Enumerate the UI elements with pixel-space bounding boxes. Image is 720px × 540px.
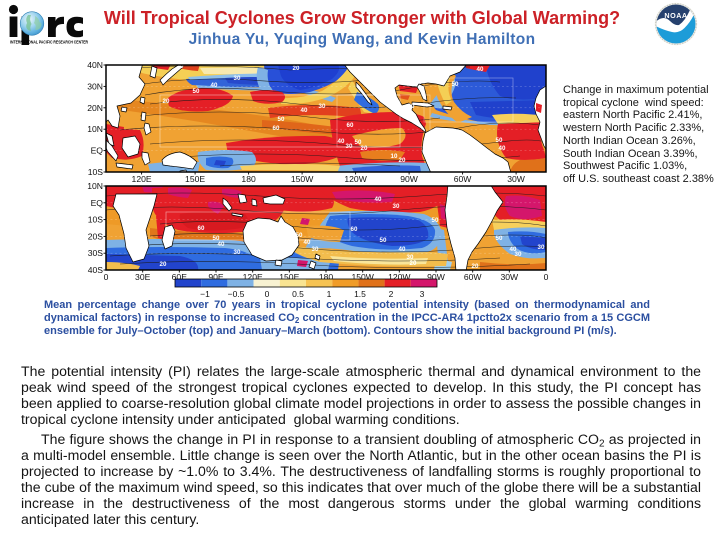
svg-text:50: 50: [496, 235, 503, 242]
svg-text:20: 20: [160, 261, 167, 268]
svg-text:60: 60: [351, 226, 358, 233]
svg-text:60: 60: [273, 125, 280, 132]
svg-text:120E: 120E: [243, 272, 263, 282]
svg-text:150E: 150E: [279, 272, 299, 282]
svg-text:60: 60: [347, 122, 354, 129]
svg-text:90W: 90W: [427, 272, 446, 282]
svg-text:150E: 150E: [185, 174, 205, 184]
svg-text:20S: 20S: [88, 231, 104, 241]
svg-text:150W: 150W: [291, 174, 314, 184]
svg-text:90W: 90W: [400, 174, 419, 184]
svg-text:50: 50: [380, 237, 387, 244]
svg-text:60: 60: [198, 225, 205, 232]
svg-text:EQ: EQ: [91, 146, 104, 156]
svg-text:20: 20: [163, 98, 170, 105]
svg-text:20: 20: [472, 263, 479, 270]
svg-text:180: 180: [319, 272, 334, 282]
svg-text:20: 20: [410, 260, 417, 267]
svg-text:50: 50: [432, 217, 439, 224]
svg-text:40N: 40N: [87, 60, 103, 70]
svg-text:0: 0: [265, 289, 270, 299]
svg-text:NOAA: NOAA: [664, 11, 687, 20]
svg-text:50: 50: [496, 137, 503, 144]
svg-text:0: 0: [544, 272, 549, 282]
svg-text:180: 180: [241, 174, 256, 184]
svg-text:120E: 120E: [132, 174, 152, 184]
svg-text:10N: 10N: [87, 181, 103, 191]
svg-text:60W: 60W: [454, 174, 473, 184]
svg-text:1.5: 1.5: [354, 289, 366, 299]
svg-text:40: 40: [301, 107, 308, 114]
svg-text:40S: 40S: [88, 265, 104, 275]
svg-text:90E: 90E: [208, 272, 224, 282]
svg-text:−0.5: −0.5: [228, 289, 245, 299]
svg-text:30: 30: [319, 103, 326, 110]
svg-text:30: 30: [393, 203, 400, 210]
svg-text:40: 40: [499, 145, 506, 152]
svg-text:20: 20: [399, 157, 406, 164]
svg-text:3: 3: [420, 289, 425, 299]
svg-text:60E: 60E: [172, 272, 188, 282]
svg-text:30W: 30W: [507, 174, 526, 184]
svg-text:40: 40: [218, 241, 225, 248]
svg-text:INTERNATIONAL PACIFIC RESEARCH: INTERNATIONAL PACIFIC RESEARCH CENTER: [10, 40, 89, 45]
svg-text:120W: 120W: [388, 272, 411, 282]
svg-text:10N: 10N: [87, 124, 103, 134]
svg-text:60: 60: [408, 103, 415, 110]
svg-text:30: 30: [407, 254, 414, 261]
svg-text:30: 30: [515, 251, 522, 258]
svg-text:0.5: 0.5: [292, 289, 304, 299]
svg-text:20: 20: [293, 65, 300, 72]
svg-text:30N: 30N: [87, 81, 103, 91]
svg-text:50: 50: [278, 116, 285, 123]
svg-text:10S: 10S: [88, 167, 104, 177]
svg-text:50: 50: [296, 232, 303, 239]
svg-text:EQ: EQ: [91, 198, 104, 208]
svg-text:−1: −1: [200, 289, 210, 299]
svg-text:30: 30: [234, 249, 241, 256]
svg-text:1: 1: [327, 289, 332, 299]
svg-text:10: 10: [391, 153, 398, 160]
svg-text:40: 40: [399, 246, 406, 253]
svg-text:30: 30: [346, 143, 353, 150]
svg-text:30: 30: [312, 246, 319, 253]
svg-text:50: 50: [193, 88, 200, 95]
svg-text:30E: 30E: [135, 272, 151, 282]
svg-text:30: 30: [538, 244, 545, 251]
svg-text:150W: 150W: [351, 272, 374, 282]
svg-text:2: 2: [389, 289, 394, 299]
svg-text:120W: 120W: [344, 174, 367, 184]
svg-text:50: 50: [452, 81, 459, 88]
svg-text:40: 40: [477, 66, 484, 73]
svg-text:30W: 30W: [500, 272, 519, 282]
svg-text:20: 20: [361, 145, 368, 152]
svg-text:50: 50: [355, 139, 362, 146]
svg-text:0: 0: [104, 272, 109, 282]
svg-text:10S: 10S: [88, 215, 104, 225]
svg-text:20N: 20N: [87, 103, 103, 113]
svg-text:40: 40: [338, 138, 345, 145]
svg-text:30: 30: [234, 75, 241, 82]
svg-text:60W: 60W: [464, 272, 483, 282]
svg-text:40: 40: [510, 246, 517, 253]
svg-text:30S: 30S: [88, 248, 104, 258]
svg-text:40: 40: [211, 82, 218, 89]
svg-text:20: 20: [177, 63, 184, 70]
svg-text:50: 50: [213, 235, 220, 242]
svg-text:40: 40: [304, 239, 311, 246]
svg-text:40: 40: [375, 196, 382, 203]
